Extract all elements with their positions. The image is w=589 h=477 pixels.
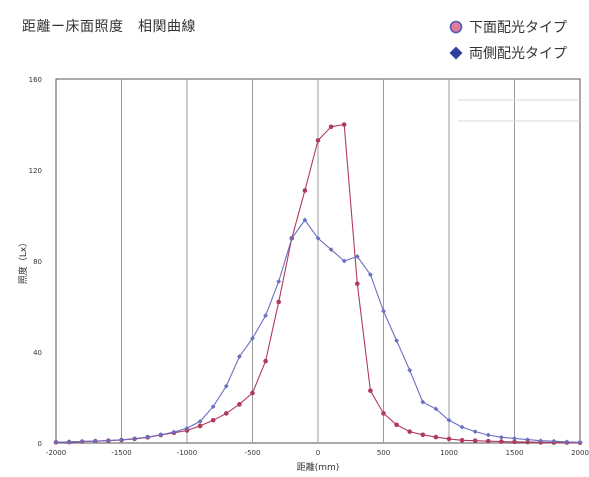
- data-point-series-2: [197, 418, 203, 424]
- legend-item-bilateral: 両側配光タイプ: [449, 42, 567, 64]
- data-point-series-2: [315, 235, 321, 241]
- legend-label-bilateral: 両側配光タイプ: [469, 46, 567, 62]
- x-tick-label: -1500: [111, 449, 131, 457]
- data-point-series-1: [263, 358, 268, 364]
- data-point-series-1: [210, 417, 216, 423]
- data-point-series-1: [446, 436, 452, 442]
- data-point-series-1: [394, 422, 399, 428]
- diamond-marker-icon: [449, 46, 463, 60]
- data-point-series-1: [237, 402, 242, 407]
- legend-label-downward: 下面配光タイプ: [469, 20, 567, 36]
- x-tick-label: 0: [316, 449, 320, 457]
- data-point-series-2: [577, 439, 583, 445]
- data-point-series-2: [302, 217, 308, 223]
- data-point-series-2: [485, 432, 491, 438]
- data-point-series-2: [289, 235, 295, 241]
- data-point-series-2: [237, 354, 242, 359]
- data-point-series-1: [355, 281, 360, 287]
- x-tick-label: -500: [245, 449, 261, 457]
- data-point-series-1: [197, 423, 203, 429]
- y-tick-label: 80: [33, 258, 42, 266]
- data-point-series-2: [354, 254, 360, 259]
- data-point-series-2: [499, 434, 504, 440]
- data-point-series-2: [79, 439, 85, 444]
- data-point-series-1: [499, 439, 504, 444]
- y-tick-label: 120: [29, 167, 42, 175]
- data-point-series-2: [433, 406, 439, 412]
- data-point-series-2: [132, 436, 137, 442]
- data-point-series-1: [381, 411, 386, 416]
- legend-item-downward: 下面配光タイプ: [449, 16, 567, 38]
- data-point-series-2: [92, 438, 98, 444]
- chart-legend: 下面配光タイプ 両側配光タイプ: [449, 16, 567, 68]
- data-point-series-2: [171, 429, 177, 435]
- data-point-series-2: [66, 439, 72, 445]
- data-point-series-1: [341, 122, 347, 127]
- data-point-series-1: [302, 188, 308, 193]
- data-point-series-2: [210, 404, 216, 409]
- data-point-series-1: [433, 434, 439, 440]
- data-point-series-2: [184, 425, 190, 431]
- data-point-series-1: [250, 390, 255, 396]
- data-point-series-2: [119, 437, 124, 443]
- data-point-series-2: [551, 438, 557, 444]
- data-point-series-2: [512, 436, 517, 441]
- x-tick-label: -1000: [177, 449, 197, 457]
- data-point-series-2: [564, 439, 570, 445]
- data-point-series-1: [407, 429, 413, 434]
- data-point-series-1: [315, 138, 321, 143]
- data-point-series-2: [53, 439, 59, 445]
- data-point-series-2: [328, 247, 334, 253]
- data-point-series-2: [106, 438, 111, 443]
- data-point-series-2: [276, 279, 282, 284]
- chart-title: 距離ー床面照度 相関曲線: [22, 19, 196, 35]
- data-point-series-1: [224, 411, 229, 416]
- data-point-series-2: [145, 434, 151, 440]
- data-point-series-2: [420, 399, 426, 405]
- data-point-series-2: [407, 367, 413, 373]
- data-point-series-2: [341, 258, 347, 264]
- y-tick-label: 160: [29, 76, 42, 84]
- data-point-series-2: [223, 383, 229, 389]
- x-axis-label: 距離(mm): [297, 461, 340, 473]
- data-point-series-2: [525, 437, 530, 442]
- x-tick-label: 1500: [506, 449, 524, 457]
- data-point-series-2: [250, 335, 255, 341]
- x-tick-label: 500: [377, 449, 390, 457]
- data-point-series-2: [394, 338, 399, 344]
- data-point-series-1: [368, 388, 373, 393]
- data-point-series-1: [420, 432, 426, 438]
- circle-marker-icon: [449, 20, 463, 34]
- x-tick-label: 2000: [571, 449, 589, 457]
- x-tick-label: -2000: [46, 449, 66, 457]
- data-point-series-1: [276, 299, 282, 305]
- data-point-series-1: [525, 439, 530, 445]
- data-point-series-2: [472, 429, 478, 435]
- data-point-series-1: [512, 439, 517, 445]
- y-tick-label: 0: [38, 440, 42, 448]
- data-point-series-2: [263, 313, 268, 318]
- y-tick-label: 40: [33, 349, 42, 357]
- data-point-series-1: [328, 124, 334, 130]
- data-point-series-2: [368, 272, 373, 278]
- x-tick-label: 1000: [440, 449, 458, 457]
- data-point-series-2: [538, 438, 544, 444]
- data-point-series-1: [486, 438, 491, 444]
- data-point-series-2: [446, 417, 452, 423]
- data-point-series-2: [158, 432, 164, 438]
- y-axis-label: 照度（Lx）: [17, 238, 29, 284]
- data-point-series-2: [381, 308, 386, 314]
- data-point-series-1: [459, 437, 465, 443]
- data-point-series-1: [472, 438, 478, 444]
- data-point-series-2: [459, 424, 465, 430]
